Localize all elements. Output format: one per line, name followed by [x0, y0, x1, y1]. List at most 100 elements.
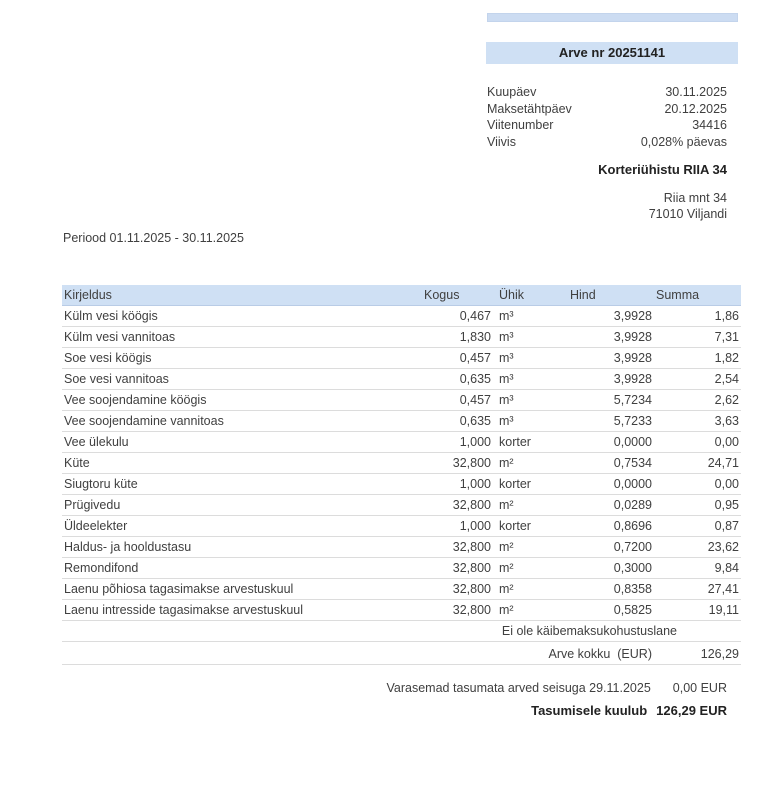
cell-sum: 9,84 — [654, 557, 741, 579]
cell-price: 3,9928 — [568, 368, 654, 390]
tax-note-row: Ei ole käibemaksukohustuslane — [62, 620, 741, 642]
cell-description: Vee ülekulu — [62, 431, 422, 453]
cell-description: Laenu intresside tagasimakse arvestuskuu… — [62, 599, 422, 621]
table-row: Haldus- ja hooldustasu 32,800 m² 0,7200 … — [62, 536, 741, 558]
cell-quantity: 32,800 — [422, 599, 493, 621]
table-row: Külm vesi vannitoas 1,830 m³ 3,9928 7,31 — [62, 326, 741, 348]
cell-sum: 2,54 — [654, 368, 741, 390]
recipient-address: Riia mnt 34 71010 Viljandi — [649, 190, 727, 222]
column-header-unit: Ühik — [493, 285, 568, 306]
cell-price: 5,7234 — [568, 389, 654, 411]
cell-description: Vee soojendamine köögis — [62, 389, 422, 411]
cell-quantity: 1,830 — [422, 326, 493, 348]
meta-row-reference-number: Viitenumber 34416 — [487, 117, 727, 134]
cell-quantity: 32,800 — [422, 452, 493, 474]
meta-value: 0,028% päevas — [640, 134, 727, 149]
meta-row-date: Kuupäev 30.11.2025 — [487, 84, 727, 101]
invoice-total-row: Arve kokku (EUR) 126,29 — [62, 641, 741, 665]
cell-unit: m³ — [493, 410, 568, 432]
cell-sum: 1,82 — [654, 347, 741, 369]
cell-price: 3,9928 — [568, 326, 654, 348]
table-row: Soe vesi vannitoas 0,635 m³ 3,9928 2,54 — [62, 368, 741, 390]
table-row: Laenu põhiosa tagasimakse arvestuskuul 3… — [62, 578, 741, 600]
cell-price: 0,5825 — [568, 599, 654, 621]
previous-unpaid-line: Varasemad tasumata arved seisuga 29.11.2… — [387, 681, 728, 695]
table-row: Vee soojendamine köögis 0,457 m³ 5,7234 … — [62, 389, 741, 411]
table-row: Üldeelekter 1,000 korter 0,8696 0,87 — [62, 515, 741, 537]
cell-unit: m² — [493, 578, 568, 600]
cell-price: 3,9928 — [568, 305, 654, 327]
cell-price: 3,9928 — [568, 347, 654, 369]
cell-price: 0,3000 — [568, 557, 654, 579]
cell-quantity: 1,000 — [422, 473, 493, 495]
cell-unit: m² — [493, 452, 568, 474]
cell-unit: korter — [493, 515, 568, 537]
cell-sum: 0,87 — [654, 515, 741, 537]
cell-description: Külm vesi vannitoas — [62, 326, 422, 348]
previous-unpaid-value: 0,00 EUR — [672, 681, 727, 695]
cell-quantity: 1,000 — [422, 515, 493, 537]
cell-description: Laenu põhiosa tagasimakse arvestuskuul — [62, 578, 422, 600]
cell-unit: m² — [493, 599, 568, 621]
column-header-price: Hind — [568, 285, 654, 306]
meta-row-due-date: Maksetähtpäev 20.12.2025 — [487, 101, 727, 118]
cell-unit: korter — [493, 473, 568, 495]
column-header-quantity: Kogus — [422, 285, 493, 306]
cell-price: 0,8696 — [568, 515, 654, 537]
table-row: Remondifond 32,800 m² 0,3000 9,84 — [62, 557, 741, 579]
invoice-total-label: Arve kokku (EUR) — [62, 641, 654, 665]
table-row: Vee soojendamine vannitoas 0,635 m³ 5,72… — [62, 410, 741, 432]
cell-quantity: 1,000 — [422, 431, 493, 453]
cell-price: 0,0289 — [568, 494, 654, 516]
amount-due-line: Tasumisele kuulub 126,29 EUR — [531, 703, 727, 718]
cell-sum: 0,95 — [654, 494, 741, 516]
address-line-2: 71010 Viljandi — [648, 207, 727, 221]
meta-label: Maksetähtpäev — [487, 101, 572, 116]
cell-price: 5,7233 — [568, 410, 654, 432]
cell-sum: 2,62 — [654, 389, 741, 411]
cell-description: Remondifond — [62, 557, 422, 579]
cell-unit: m³ — [493, 347, 568, 369]
cell-description: Küte — [62, 452, 422, 474]
cell-sum: 3,63 — [654, 410, 741, 432]
cell-sum: 27,41 — [654, 578, 741, 600]
table-row: Soe vesi köögis 0,457 m³ 3,9928 1,82 — [62, 347, 741, 369]
address-line-1: Riia mnt 34 — [663, 191, 727, 205]
table-row: Laenu intresside tagasimakse arvestuskuu… — [62, 599, 741, 621]
invoice-title: Arve nr 20251141 — [486, 42, 738, 64]
cell-sum: 24,71 — [654, 452, 741, 474]
table-row: Prügivedu 32,800 m² 0,0289 0,95 — [62, 494, 741, 516]
cell-price: 0,0000 — [568, 431, 654, 453]
cell-quantity: 0,635 — [422, 368, 493, 390]
amount-due-value: 126,29 EUR — [656, 703, 727, 718]
meta-label: Viitenumber — [487, 118, 554, 132]
column-header-sum: Summa — [654, 285, 741, 306]
cell-unit: m² — [493, 494, 568, 516]
cell-description: Prügivedu — [62, 494, 422, 516]
cell-unit: korter — [493, 431, 568, 453]
cell-description: Soe vesi köögis — [62, 347, 422, 369]
meta-label: Viivis — [487, 134, 516, 149]
cell-description: Haldus- ja hooldustasu — [62, 536, 422, 558]
cell-quantity: 0,635 — [422, 410, 493, 432]
cell-description: Soe vesi vannitoas — [62, 368, 422, 390]
amount-due-label: Tasumisele kuulub — [531, 703, 648, 718]
tax-note: Ei ole käibemaksukohustuslane — [62, 620, 741, 642]
meta-value: 30.11.2025 — [665, 85, 727, 99]
cell-quantity: 0,457 — [422, 347, 493, 369]
cell-unit: m³ — [493, 368, 568, 390]
cell-unit: m² — [493, 557, 568, 579]
cell-sum: 23,62 — [654, 536, 741, 558]
table-row: Siugtoru küte 1,000 korter 0,0000 0,00 — [62, 473, 741, 495]
cell-description: Vee soojendamine vannitoas — [62, 410, 422, 432]
cell-quantity: 0,457 — [422, 389, 493, 411]
cell-sum: 19,11 — [654, 599, 741, 621]
recipient-name: Korteriühistu RIIA 34 — [598, 162, 727, 177]
cell-sum: 1,86 — [654, 305, 741, 327]
cell-price: 0,0000 — [568, 473, 654, 495]
table-row: Külm vesi köögis 0,467 m³ 3,9928 1,86 — [62, 305, 741, 327]
meta-row-late-fee: Viivis 0,028% päevas — [487, 134, 727, 151]
previous-unpaid-label: Varasemad tasumata arved seisuga 29.11.2… — [386, 681, 651, 695]
cell-unit: m³ — [493, 389, 568, 411]
